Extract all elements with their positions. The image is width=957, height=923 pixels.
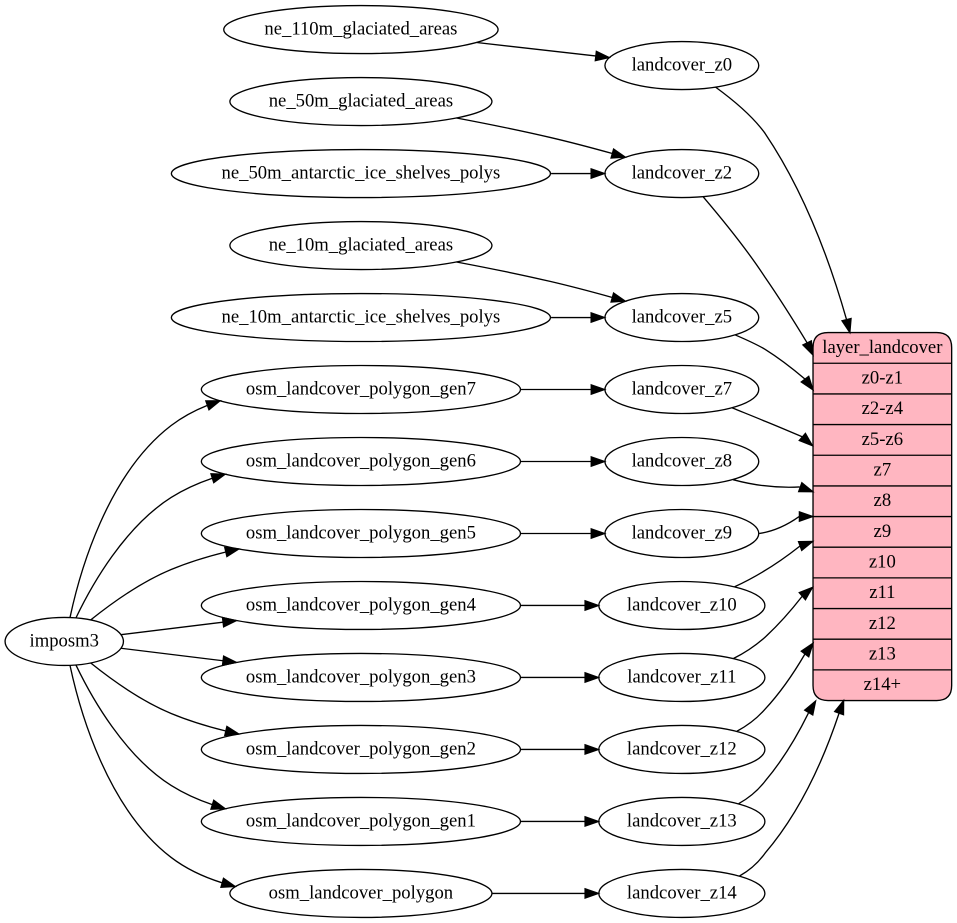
svg-text:landcover_z13: landcover_z13	[627, 810, 737, 831]
svg-text:osm_landcover_polygon_gen3: osm_landcover_polygon_gen3	[246, 666, 476, 687]
svg-text:osm_landcover_polygon_gen4: osm_landcover_polygon_gen4	[246, 594, 477, 615]
svg-text:ne_10m_glaciated_areas: ne_10m_glaciated_areas	[269, 234, 453, 255]
svg-text:osm_landcover_polygon_gen6: osm_landcover_polygon_gen6	[246, 450, 476, 471]
svg-text:landcover_z14: landcover_z14	[627, 882, 737, 903]
svg-text:landcover_z7: landcover_z7	[632, 378, 733, 399]
svg-text:osm_landcover_polygon_gen5: osm_landcover_polygon_gen5	[246, 522, 476, 543]
svg-text:osm_landcover_polygon: osm_landcover_polygon	[269, 882, 454, 903]
svg-text:landcover_z12: landcover_z12	[627, 738, 737, 759]
svg-text:z8: z8	[874, 490, 892, 511]
svg-text:layer_landcover: layer_landcover	[822, 337, 943, 358]
svg-text:z12: z12	[869, 613, 896, 634]
svg-text:ne_110m_glaciated_areas: ne_110m_glaciated_areas	[264, 18, 457, 39]
svg-text:z5-z6: z5-z6	[862, 429, 903, 450]
svg-text:ne_50m_antarctic_ice_shelves_p: ne_50m_antarctic_ice_shelves_polys	[222, 162, 501, 183]
svg-text:osm_landcover_polygon_gen2: osm_landcover_polygon_gen2	[246, 738, 476, 759]
svg-text:z14+: z14+	[864, 674, 901, 695]
svg-text:ne_50m_glaciated_areas: ne_50m_glaciated_areas	[269, 90, 453, 111]
svg-text:z13: z13	[869, 643, 896, 664]
svg-text:landcover_z8: landcover_z8	[632, 450, 733, 471]
svg-text:z7: z7	[874, 459, 892, 480]
svg-text:z2-z4: z2-z4	[862, 398, 904, 419]
svg-text:landcover_z9: landcover_z9	[632, 522, 733, 543]
svg-text:z0-z1: z0-z1	[862, 368, 903, 389]
svg-text:osm_landcover_polygon_gen1: osm_landcover_polygon_gen1	[246, 810, 476, 831]
svg-text:ne_10m_antarctic_ice_shelves_p: ne_10m_antarctic_ice_shelves_polys	[222, 306, 501, 327]
svg-text:z9: z9	[874, 521, 892, 542]
svg-text:landcover_z5: landcover_z5	[632, 306, 733, 327]
svg-text:landcover_z0: landcover_z0	[632, 54, 733, 75]
svg-text:z10: z10	[869, 551, 896, 572]
svg-text:z11: z11	[869, 582, 895, 603]
svg-text:landcover_z2: landcover_z2	[632, 162, 733, 183]
svg-text:imposm3: imposm3	[30, 630, 99, 651]
svg-text:osm_landcover_polygon_gen7: osm_landcover_polygon_gen7	[246, 378, 476, 399]
svg-text:landcover_z10: landcover_z10	[627, 594, 737, 615]
svg-text:landcover_z11: landcover_z11	[627, 666, 736, 687]
